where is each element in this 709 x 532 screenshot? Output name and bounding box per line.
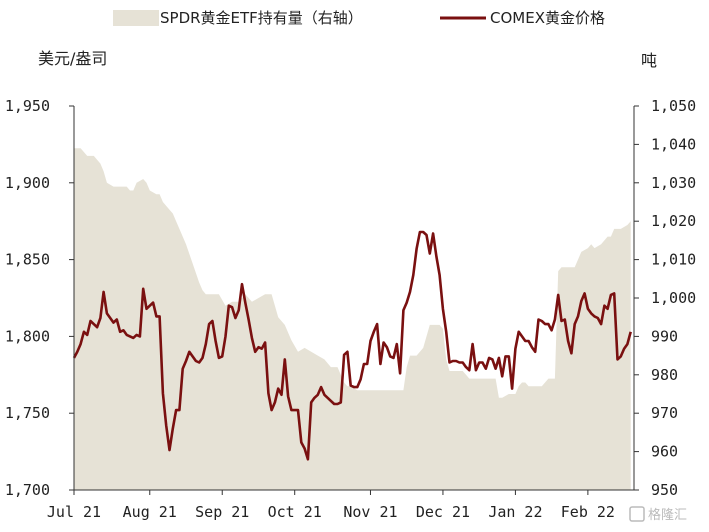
left-tick-label: 1,700: [5, 481, 50, 499]
x-tick-label: Jul 21: [47, 503, 101, 521]
right-tick-label: 1,050: [651, 97, 696, 115]
legend-area-swatch: [113, 10, 159, 26]
legend-line-label: COMEX黄金价格: [490, 9, 605, 27]
gold-price-line: [72, 230, 632, 461]
left-axis-title: 美元/盎司: [38, 49, 107, 68]
left-ticks: 1,700 1,750 1,800 1,850 1,900 1,950: [5, 97, 74, 499]
gold-price-line-layer: [72, 230, 632, 461]
x-tick-label: Jan 22: [488, 503, 542, 521]
right-tick-label: 980: [651, 366, 678, 384]
x-ticks: Jul 21 Aug 21 Sep 21 Oct 21 Nov 21 Dec 21 Jan …: [47, 490, 615, 521]
right-tick-label: 1,030: [651, 174, 696, 192]
x-tick-label: Sep 21: [195, 503, 249, 521]
right-tick-label: 1,020: [651, 212, 696, 230]
left-tick-label: 1,900: [5, 174, 50, 192]
left-tick-label: 1,950: [5, 97, 50, 115]
watermark: 格隆汇: [629, 506, 687, 523]
etf-holdings-area: [74, 148, 631, 490]
x-tick-label: Feb 22: [561, 503, 615, 521]
x-tick-label: Nov 21: [343, 503, 397, 521]
legend: SPDR黄金ETF持有量（右轴） COMEX黄金价格: [113, 9, 605, 27]
right-tick-label: 1,010: [651, 251, 696, 269]
right-tick-label: 1,000: [651, 289, 696, 307]
left-tick-label: 1,750: [5, 404, 50, 422]
right-tick-label: 970: [651, 404, 678, 422]
right-tick-label: 990: [651, 327, 678, 345]
x-tick-label: Dec 21: [416, 503, 470, 521]
watermark-text: 格隆汇: [648, 507, 687, 523]
left-tick-label: 1,850: [5, 251, 50, 269]
watermark-logo-icon: [629, 506, 645, 522]
right-axis-title: 吨: [641, 51, 657, 70]
left-tick-label: 1,800: [5, 327, 50, 345]
right-tick-label: 960: [651, 443, 678, 461]
right-tick-label: 1,040: [651, 135, 696, 153]
right-tick-label: 950: [651, 481, 678, 499]
legend-area-label: SPDR黄金ETF持有量（右轴）: [160, 9, 363, 27]
right-ticks: 950 960 970 980 990 1,000 1,010 1,020 1,030 1,040…: [634, 97, 696, 499]
x-tick-label: Oct 21: [268, 503, 322, 521]
etf-holdings-area-layer: [74, 148, 631, 490]
x-tick-label: Aug 21: [123, 503, 177, 521]
